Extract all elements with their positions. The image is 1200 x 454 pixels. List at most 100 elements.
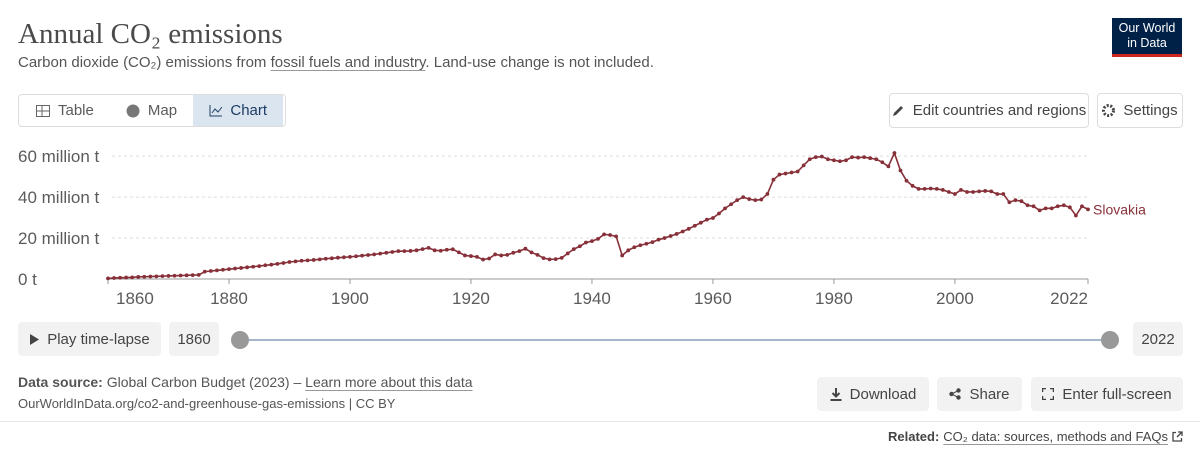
data-point <box>269 262 274 267</box>
data-point <box>910 183 915 188</box>
y-tick-label: 60 million t <box>18 147 100 166</box>
data-point <box>136 275 141 279</box>
data-point <box>1067 205 1072 210</box>
data-point <box>735 198 740 203</box>
button-label: Download <box>849 385 917 403</box>
data-point <box>571 247 576 252</box>
data-point <box>995 192 1000 196</box>
slider-handle[interactable] <box>1101 331 1119 349</box>
data-point <box>680 229 685 234</box>
data-point <box>916 187 921 191</box>
data-point <box>208 269 213 273</box>
data-point <box>196 273 201 277</box>
data-point <box>456 250 461 255</box>
data-point <box>686 226 691 231</box>
data-point <box>323 256 328 261</box>
source: Global Carbon Budget (2023) – <box>106 374 306 390</box>
data-point <box>602 232 606 237</box>
data-point <box>166 274 171 278</box>
end-year[interactable]: 2022 <box>1133 322 1183 356</box>
title: Annual CO₂ emissions <box>18 18 283 50</box>
data-point <box>656 237 661 242</box>
data-point <box>983 189 988 193</box>
data-point <box>1061 203 1066 208</box>
data-point <box>946 190 951 194</box>
button-label: Edit countries and regions <box>912 102 1087 119</box>
data-point <box>384 250 389 255</box>
data-point <box>904 178 909 183</box>
data-point <box>711 216 715 220</box>
data-point <box>977 189 982 194</box>
data-point <box>886 164 891 169</box>
button-label: Settings <box>1123 102 1178 119</box>
data-point <box>868 156 873 161</box>
x-tick-label: 1980 <box>815 289 853 305</box>
download-button[interactable]: Download <box>817 377 929 411</box>
data-point <box>922 187 927 191</box>
tab[interactable]: Map <box>110 95 193 126</box>
data-point <box>832 158 836 163</box>
edit-button[interactable]: Edit countries and regions <box>889 93 1089 128</box>
slider-handle[interactable] <box>231 331 249 349</box>
tab-label: Chart <box>230 102 268 119</box>
data-point <box>898 168 903 173</box>
data-point <box>844 158 848 163</box>
tab-label: Map <box>147 102 178 119</box>
data-point <box>819 154 824 159</box>
data-point <box>862 155 867 160</box>
data-point <box>178 273 183 278</box>
logo-line: Our World <box>1118 21 1176 35</box>
logo[interactable]: Our World in Data <box>1112 18 1182 57</box>
tab-active[interactable]: Chart <box>193 95 284 126</box>
data-point <box>565 251 570 256</box>
data-point <box>759 197 764 202</box>
start-year[interactable]: 1860 <box>169 322 219 356</box>
data-point <box>807 157 812 162</box>
data-point <box>723 206 727 211</box>
play-button[interactable]: Play time-lapse <box>18 322 161 356</box>
data-point <box>227 267 231 272</box>
related-label: Related: <box>887 429 940 444</box>
share-button[interactable]: Share <box>937 377 1022 411</box>
data-point <box>596 236 600 241</box>
button-label: Enter full-screen <box>1062 385 1172 403</box>
icon <box>830 387 842 401</box>
data-point <box>245 265 250 270</box>
button-label: Play time-lapse <box>47 330 150 348</box>
button-label: Share <box>969 385 1010 403</box>
data-point <box>426 245 431 250</box>
data-point <box>1001 192 1006 196</box>
data-point <box>698 220 703 225</box>
data-point <box>614 234 619 239</box>
data-point <box>553 257 558 262</box>
data-point <box>1049 206 1054 211</box>
data-point <box>293 259 298 264</box>
x-tick-label: 1940 <box>573 289 611 305</box>
y-tick-label: 20 million t <box>18 229 100 248</box>
data-point <box>801 163 806 168</box>
data-point <box>856 155 861 160</box>
x-tick-label: 2022 <box>1050 289 1088 305</box>
url[interactable]: OurWorldInData.org/co2-and-greenhouse-ga… <box>18 396 396 411</box>
fullscreen-button[interactable]: Enter full-screen <box>1031 377 1183 411</box>
data-point <box>469 254 473 258</box>
series-label: Slovakia <box>1093 201 1146 217</box>
data-point <box>650 240 655 245</box>
subtitle-link[interactable]: fossil fuels and industry <box>270 54 426 71</box>
data-point <box>142 274 147 279</box>
data-point <box>263 263 268 268</box>
x-tick-label: 2000 <box>936 289 974 305</box>
tab[interactable]: Table <box>20 95 110 126</box>
icon <box>949 388 962 400</box>
data-point <box>577 244 582 249</box>
data-point <box>239 266 243 270</box>
subtitle-text: . Land-use change is not included. <box>425 54 654 71</box>
data-point <box>517 249 522 254</box>
divider <box>0 421 1200 422</box>
x-tick-label: 1900 <box>331 289 369 305</box>
related-link[interactable]: CO₂ data: sources, methods and FAQs <box>943 429 1168 444</box>
settings-button[interactable]: Settings <box>1097 93 1183 128</box>
data-point <box>638 243 643 248</box>
learn-more-link[interactable]: Learn more about this data <box>305 374 473 390</box>
data-point <box>160 274 165 279</box>
